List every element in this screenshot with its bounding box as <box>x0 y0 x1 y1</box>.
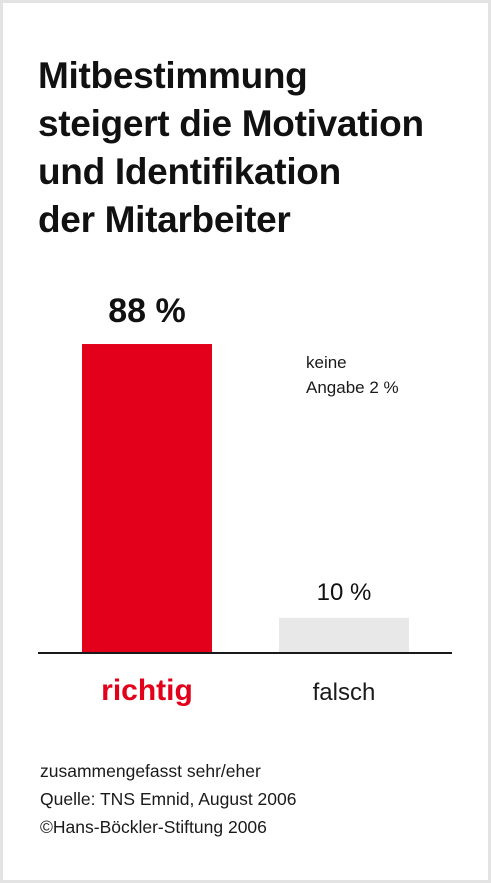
footer-source: Quelle: TNS Emnid, August 2006 <box>40 789 297 809</box>
category-label-falsch: falsch <box>313 679 376 706</box>
value-label-falsch: 10 % <box>317 579 372 606</box>
title-line-4: der Mitarbeiter <box>38 199 291 240</box>
footer-note: zusammengefasst sehr/eher <box>40 761 261 781</box>
chart-title: Mitbestimmung steigert die Motivation un… <box>38 52 478 244</box>
footer-copyright: ©Hans-Böckler-Stiftung 2006 <box>40 817 267 837</box>
title-line-1: Mitbestimmung <box>38 55 308 96</box>
title-line-3: und Identifikation <box>38 151 341 192</box>
bar-richtig <box>82 344 212 653</box>
annotation-line-2: Angabe 2 % <box>306 378 399 397</box>
annotation-no-answer: keine Angabe 2 % <box>306 353 399 397</box>
category-label-richtig: richtig <box>101 674 193 707</box>
bar-falsch <box>279 617 409 653</box>
value-label-richtig: 88 % <box>108 292 186 330</box>
title-line-2: steigert die Motivation <box>38 103 424 144</box>
annotation-line-1: keine <box>306 353 347 372</box>
chart-footer: zusammengefasst sehr/eher Quelle: TNS Em… <box>40 757 297 841</box>
